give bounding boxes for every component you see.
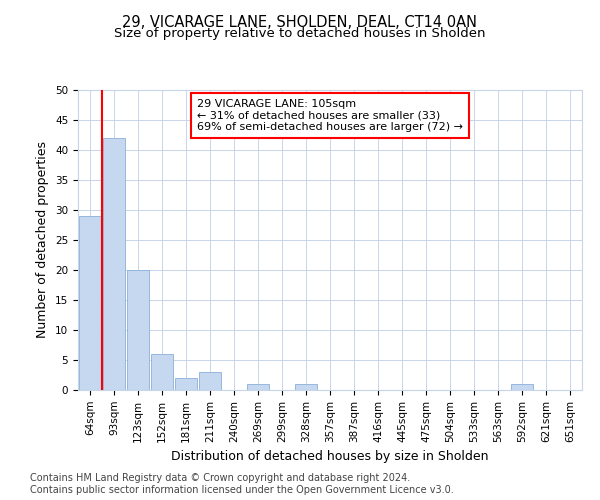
- Bar: [151, 354, 173, 390]
- Bar: [127, 270, 149, 390]
- Bar: [199, 372, 221, 390]
- Bar: [175, 378, 197, 390]
- Text: Contains HM Land Registry data © Crown copyright and database right 2024.
Contai: Contains HM Land Registry data © Crown c…: [30, 474, 454, 495]
- Bar: [103, 138, 125, 390]
- Text: Size of property relative to detached houses in Sholden: Size of property relative to detached ho…: [114, 28, 486, 40]
- Text: 29, VICARAGE LANE, SHOLDEN, DEAL, CT14 0AN: 29, VICARAGE LANE, SHOLDEN, DEAL, CT14 0…: [122, 15, 478, 30]
- Bar: [511, 384, 533, 390]
- Y-axis label: Number of detached properties: Number of detached properties: [37, 142, 49, 338]
- Bar: [295, 384, 317, 390]
- Bar: [247, 384, 269, 390]
- Text: 29 VICARAGE LANE: 105sqm
← 31% of detached houses are smaller (33)
69% of semi-d: 29 VICARAGE LANE: 105sqm ← 31% of detach…: [197, 99, 463, 132]
- Bar: [79, 216, 101, 390]
- X-axis label: Distribution of detached houses by size in Sholden: Distribution of detached houses by size …: [171, 450, 489, 463]
